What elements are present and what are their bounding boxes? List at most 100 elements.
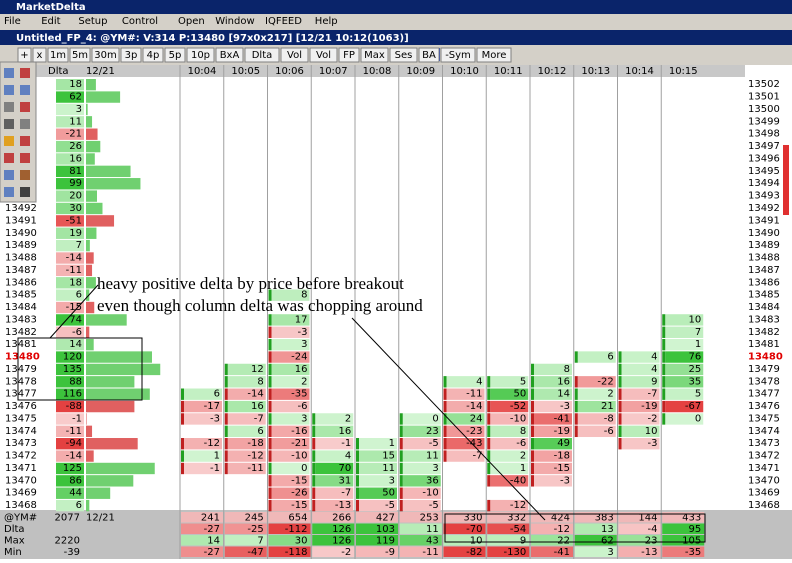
left-delta-cell (56, 252, 84, 264)
left-price-label: 13468 (5, 500, 37, 511)
tool-icon[interactable] (4, 102, 14, 112)
toolbar-button[interactable] (360, 47, 389, 63)
summary-cell (531, 546, 573, 557)
delta-value: 2 (301, 376, 307, 387)
delta-cell (271, 289, 310, 301)
toolbar-button[interactable] (164, 47, 186, 63)
tool-icon[interactable] (20, 102, 30, 112)
volume-strip (268, 388, 272, 400)
menu-item[interactable]: Edit (41, 16, 60, 27)
delta-cell (665, 326, 704, 338)
delta-cell (665, 363, 704, 376)
menu-item[interactable]: IQFEED (265, 16, 302, 27)
price-label: 13478 (748, 376, 780, 387)
toolbar-button[interactable] (69, 47, 91, 63)
volume-strip (574, 388, 578, 400)
volume-strip (181, 450, 184, 462)
toolbar-button[interactable] (17, 47, 32, 63)
toolbar-button[interactable] (142, 47, 164, 63)
left-delta-bar (86, 413, 87, 425)
summary-value: 253 (420, 513, 439, 524)
volume-strip (399, 499, 403, 512)
summary-cell (356, 546, 398, 557)
volume-strip (574, 413, 578, 425)
toolbar-button[interactable] (120, 47, 142, 63)
tool-icon[interactable] (4, 153, 14, 163)
summary-cell (356, 535, 398, 546)
delta-value: -7 (473, 451, 483, 462)
volume-strip (487, 388, 491, 400)
summary-cell (443, 535, 486, 546)
delta-cell (402, 413, 441, 425)
tool-icon[interactable] (4, 85, 14, 95)
delta-value: 70 (339, 463, 352, 474)
delta-cell (402, 487, 441, 499)
tool-icon[interactable] (20, 170, 30, 180)
toolbar-button[interactable] (32, 47, 47, 63)
toolbar-button[interactable] (186, 47, 215, 63)
toolbar-button[interactable] (47, 47, 69, 63)
toolbar-button[interactable] (476, 47, 512, 63)
left-delta-value: 26 (69, 141, 82, 152)
delta-value: 76 (689, 352, 702, 363)
left-price-label: 13473 (5, 438, 37, 449)
delta-value: 0 (301, 463, 307, 474)
tool-panel[interactable] (0, 61, 37, 203)
summary-value: -25 (247, 524, 263, 535)
delta-value: 36 (426, 475, 439, 486)
delta-value: 49 (557, 438, 570, 449)
summary-value: 3 (607, 547, 613, 558)
tool-icon[interactable] (4, 68, 14, 78)
tool-icon[interactable] (4, 170, 14, 180)
menu-item[interactable]: Setup (78, 16, 107, 27)
toolbar-button[interactable] (309, 47, 338, 63)
menu-item[interactable]: File (4, 16, 21, 27)
tool-icon[interactable] (20, 119, 30, 129)
tool-icon[interactable] (20, 85, 30, 95)
summary-cell (618, 512, 661, 523)
price-label: 13492 (748, 203, 780, 214)
menu-item[interactable]: Help (315, 16, 338, 27)
toolbar-button[interactable] (389, 47, 418, 63)
summary-cell (356, 523, 398, 534)
summary-cell (531, 535, 573, 546)
delta-cell (184, 400, 222, 413)
left-delta-bar (86, 202, 103, 215)
left-delta-cell (56, 103, 84, 116)
toolbar-button[interactable] (440, 47, 476, 63)
left-delta-cell (56, 264, 84, 277)
delta-cell (271, 363, 310, 376)
tool-icon[interactable] (20, 153, 30, 163)
tool-icon[interactable] (20, 68, 30, 78)
delta-value: -41 (554, 413, 570, 424)
menu-item[interactable]: Open (178, 16, 205, 27)
toolbar-button[interactable] (244, 47, 280, 63)
tool-icon[interactable] (4, 119, 14, 129)
menu-item[interactable]: Window (215, 16, 254, 27)
menu-item[interactable]: Control (122, 16, 158, 27)
delta-cell (184, 413, 222, 425)
summary-value: -54 (510, 524, 526, 535)
toolbar-button[interactable] (215, 47, 244, 63)
time-label: 10:07 (319, 66, 348, 77)
delta-value: -1 (341, 438, 351, 449)
volume-strip (443, 376, 447, 388)
summary-value: 23 (645, 536, 658, 547)
left-delta-value: 20 (69, 191, 82, 202)
summary-value: -13 (641, 547, 657, 558)
delta-cell (577, 413, 616, 425)
left-delta-bar (86, 227, 97, 239)
tool-icon[interactable] (20, 187, 30, 197)
tool-icon[interactable] (4, 136, 14, 146)
delta-cell (577, 400, 616, 413)
toolbar-button[interactable] (418, 47, 440, 63)
toolbar-button[interactable] (91, 47, 120, 63)
tool-icon[interactable] (20, 136, 30, 146)
delta-value: -24 (291, 352, 307, 363)
delta-value: -6 (516, 438, 526, 449)
volume-strip (443, 388, 447, 400)
volume-strip (312, 487, 316, 499)
toolbar-button[interactable] (280, 47, 309, 63)
toolbar-button[interactable] (338, 47, 360, 63)
tool-icon[interactable] (4, 187, 14, 197)
